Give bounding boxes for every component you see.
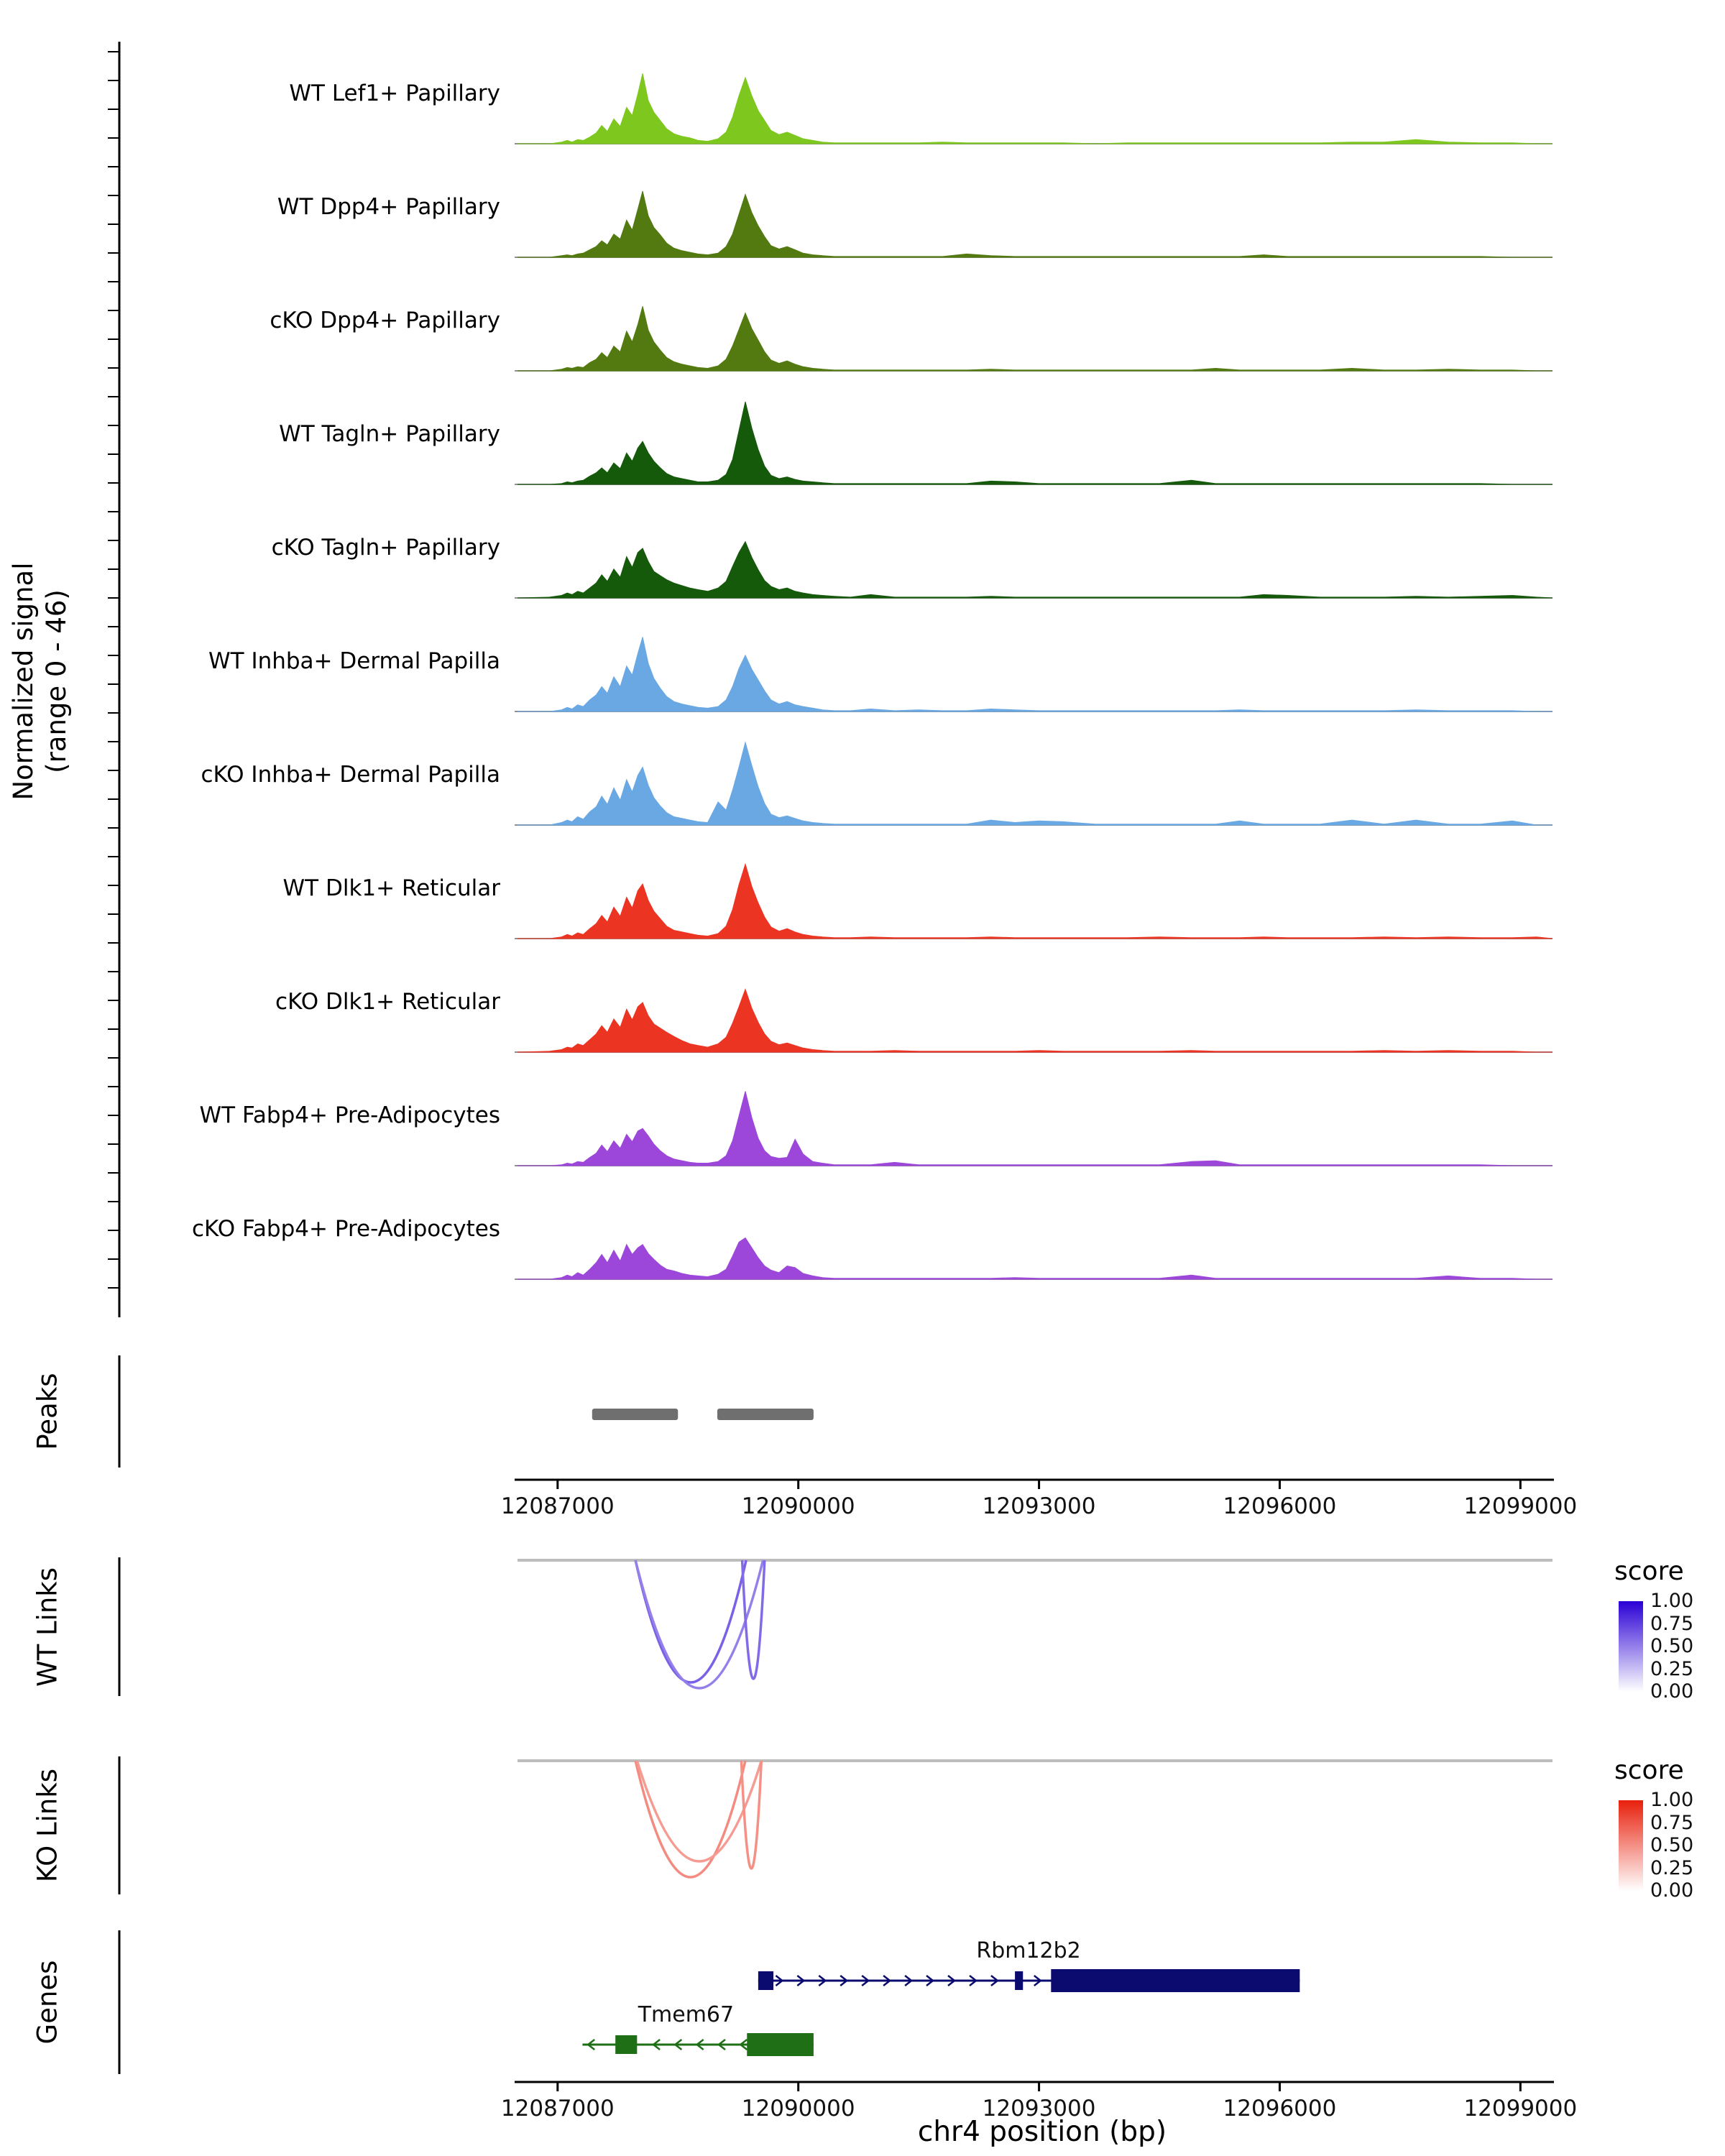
gene-exon [615, 2035, 638, 2054]
coverage-area [518, 862, 1553, 939]
gene-strand-arrow [652, 2039, 661, 2050]
gene-strand-arrow [926, 1975, 935, 1986]
wt-link-arc [634, 1560, 748, 1684]
gene-strand-arrow [947, 1975, 957, 1986]
coverage-area [518, 637, 1552, 712]
gene-exon-thick [1051, 1969, 1300, 1992]
ko-link-arc [634, 1760, 747, 1879]
gene-strand-arrow [673, 2039, 683, 2050]
gene-label: Tmem67 [638, 2002, 734, 2027]
gene-strand-arrow [796, 1975, 806, 1986]
gene-strand-arrow [861, 1975, 870, 1986]
gene-exon-thick [747, 2033, 814, 2056]
peak-interval [592, 1409, 678, 1420]
coverage-area [518, 401, 1552, 485]
gene-strand-arrow [739, 2039, 748, 2050]
gene-label: Rbm12b2 [976, 1938, 1080, 1963]
gene-strand-arrow [586, 2039, 595, 2050]
coverage-area [518, 73, 1552, 144]
ko-link-arc [740, 1760, 763, 1870]
peak-interval [717, 1409, 814, 1420]
gene-strand-arrow [840, 1975, 849, 1986]
gene-exon [758, 1971, 774, 1990]
gene-strand-arrow [717, 2039, 726, 2050]
coverage-area [518, 190, 1552, 258]
gene-strand-arrow [1034, 1975, 1042, 1986]
gene-strand-arrow [695, 2039, 704, 2050]
coverage-area [518, 741, 1552, 826]
coverage-area [517, 988, 1552, 1053]
wt-link-arc [740, 1560, 766, 1680]
gene-strand-arrow [969, 1975, 978, 1986]
gene-strand-arrow [883, 1975, 892, 1986]
gene-strand-arrow [904, 1975, 914, 1986]
coverage-area [518, 306, 1552, 372]
coverage-area [517, 540, 1553, 599]
gene-strand-arrow [990, 1975, 999, 1986]
gene-strand-arrow [818, 1975, 827, 1986]
gene-strand-arrow [775, 1975, 784, 1986]
coverage-area [518, 1237, 1552, 1280]
coverage-area [518, 1091, 1552, 1166]
gene-exon [1015, 1971, 1024, 1990]
